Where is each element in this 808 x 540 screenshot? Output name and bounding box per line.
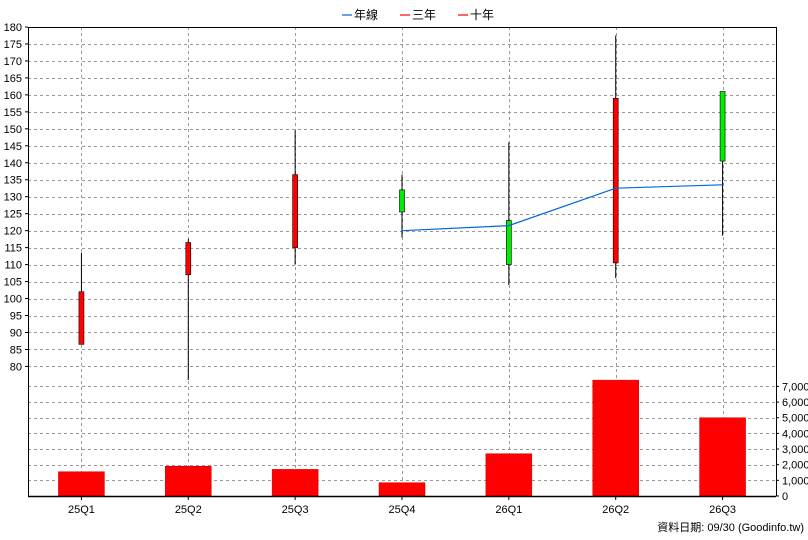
candles — [78, 35, 726, 380]
volume-tick-label: 0 — [782, 491, 788, 503]
volume-tick-label: 6,000 — [782, 397, 808, 409]
candle-body — [292, 174, 298, 248]
volume-tick-label: 4,000 — [782, 428, 808, 440]
volume-tick-label: 1,000 — [782, 475, 808, 487]
x-tick-label: 25Q1 — [68, 504, 95, 516]
price-tick-label: 145 — [4, 141, 22, 153]
price-tick-label: 130 — [4, 192, 22, 204]
grid-lines — [28, 27, 776, 497]
price-tick-label: 120 — [4, 226, 22, 238]
price-tick-label: 155 — [4, 107, 22, 119]
volume-tick-label: 5,000 — [782, 413, 808, 425]
volume-tick-label: 7,000 — [782, 381, 808, 393]
x-tick-label: 25Q4 — [389, 504, 416, 516]
price-tick-label: 180 — [4, 22, 22, 34]
volume-tick-label: 2,000 — [782, 460, 808, 472]
price-tick-label: 80 — [10, 361, 22, 373]
candle-body — [612, 97, 619, 264]
volume-bar — [58, 471, 105, 497]
price-tick-label: 100 — [4, 294, 22, 306]
legend: 年線 三年 十年 — [342, 7, 494, 22]
volume-bar — [592, 379, 639, 497]
candle-body — [78, 291, 85, 345]
volume-bar — [485, 453, 533, 497]
volume-bars — [58, 379, 746, 497]
price-tick-label: 90 — [10, 327, 22, 339]
volume-bar — [165, 466, 212, 497]
price-tick-label: 110 — [4, 260, 22, 272]
candle-body — [185, 242, 192, 276]
series-lines — [401, 184, 723, 232]
candle-body — [719, 91, 726, 162]
x-axis-ticks: 25Q1 25Q2 25Q3 25Q4 26Q1 26Q2 26Q3 — [68, 496, 736, 516]
price-tick-label: 165 — [4, 73, 22, 85]
price-tick-label: 150 — [4, 124, 22, 136]
volume-tick-label: 3,000 — [782, 444, 808, 456]
x-tick-label: 26Q2 — [602, 504, 629, 516]
x-tick-label: 25Q2 — [175, 504, 202, 516]
price-tick-label: 175 — [4, 39, 22, 51]
candle-body — [506, 220, 512, 265]
price-tick-label: 125 — [4, 209, 22, 221]
x-tick-label: 26Q3 — [709, 504, 736, 516]
volume-axis-ticks: 0 1,000 2,000 3,000 4,000 5,000 6,000 7,000 — [776, 381, 808, 503]
volume-bar — [271, 469, 319, 497]
x-tick-label: 25Q3 — [282, 504, 309, 516]
price-tick-label: 85 — [10, 344, 22, 356]
price-tick-label: 95 — [10, 311, 22, 323]
price-tick-label: 135 — [4, 175, 22, 187]
volume-bar — [378, 482, 426, 497]
legend-label: 三年 — [412, 8, 436, 22]
volume-bar — [699, 417, 746, 497]
price-tick-label: 115 — [4, 243, 22, 255]
legend-label: 年線 — [354, 7, 378, 22]
legend-label: 十年 — [470, 8, 494, 22]
source-note: 資料日期: 09/30 (Goodinfo.tw) — [657, 520, 804, 534]
price-tick-label: 140 — [4, 158, 22, 170]
price-axis-ticks: 80 85 90 95 100 105 110 115 120 125 130 135 140 145 15… — [4, 22, 28, 373]
x-tick-label: 26Q1 — [495, 504, 522, 516]
candle-body — [399, 189, 405, 213]
price-tick-label: 160 — [4, 90, 22, 102]
price-tick-label: 105 — [4, 277, 22, 289]
price-tick-label: 170 — [4, 56, 22, 68]
series-line — [401, 184, 723, 232]
